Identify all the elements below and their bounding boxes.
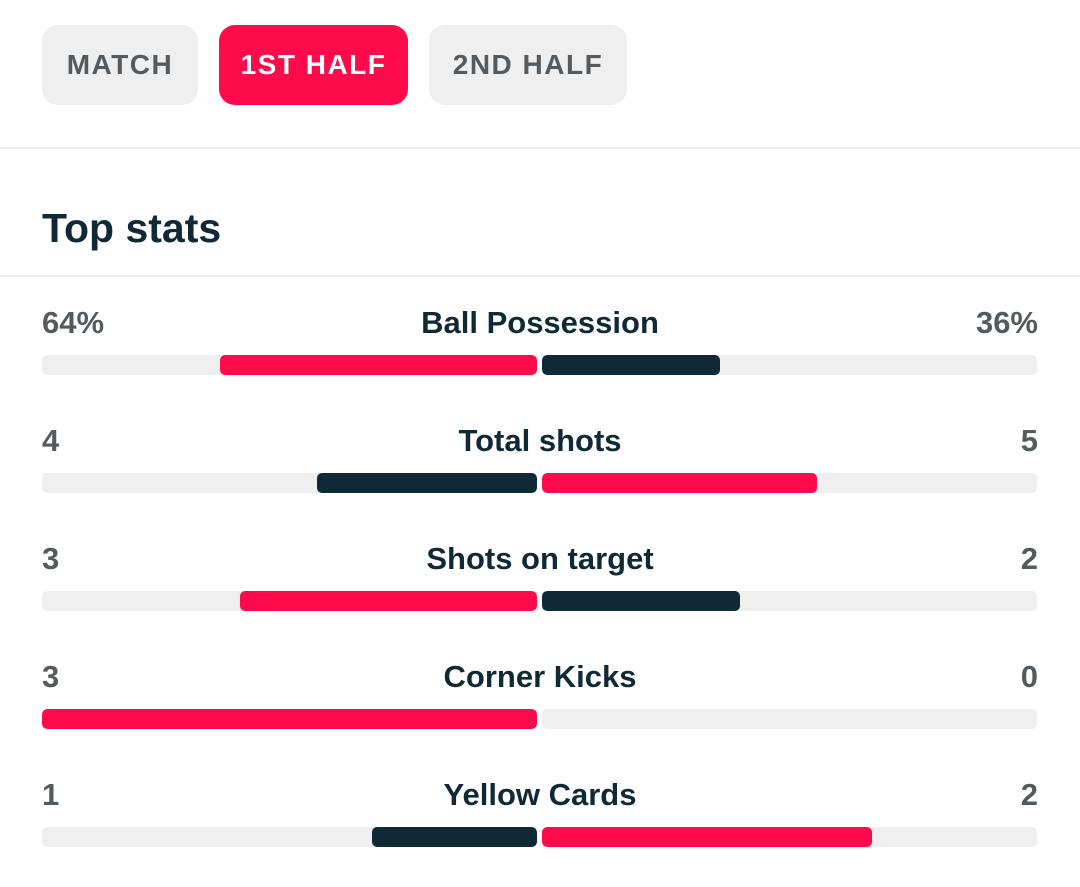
- home-bar-track: [42, 591, 537, 611]
- stat-away-value: 2: [1020, 541, 1038, 576]
- stat-away-value: 2: [1020, 777, 1038, 812]
- stat-home-value: 4: [42, 423, 60, 458]
- stat-label: Corner Kicks: [443, 659, 637, 694]
- home-bar-track: [42, 355, 537, 375]
- home-bar-fill: [372, 827, 537, 847]
- home-bar-fill: [240, 591, 537, 611]
- stat-home-value: 1: [42, 777, 60, 812]
- stat-label: Total shots: [458, 423, 622, 458]
- stat-label: Ball Possession: [421, 305, 659, 340]
- stat-away-value: 0: [1020, 659, 1038, 694]
- title-divider: [0, 275, 1080, 277]
- away-bar-track: [542, 473, 1037, 493]
- stat-home-value: 3: [42, 541, 60, 576]
- stat-row-yellow-cards: 1 Yellow Cards 2: [42, 775, 1038, 865]
- tab-2nd-half[interactable]: 2ND HALF: [429, 25, 627, 105]
- away-bar-track: [542, 709, 1037, 729]
- away-bar-fill: [542, 827, 872, 847]
- away-bar-track: [542, 827, 1037, 847]
- stat-label: Yellow Cards: [443, 777, 637, 812]
- away-bar-track: [542, 355, 1037, 375]
- away-bar-fill: [542, 473, 817, 493]
- stat-label: Shots on target: [426, 541, 654, 576]
- stat-row-shots-on-target: 3 Shots on target 2: [42, 539, 1038, 629]
- stat-home-value: 3: [42, 659, 60, 694]
- stat-away-value: 36%: [975, 305, 1038, 340]
- period-tabs: MATCH 1ST HALF 2ND HALF: [42, 25, 627, 105]
- tabs-divider: [0, 147, 1080, 149]
- home-bar-fill: [220, 355, 537, 375]
- home-bar-track: [42, 827, 537, 847]
- section-title: Top stats: [42, 205, 222, 251]
- away-bar-fill: [542, 591, 740, 611]
- away-bar-track: [542, 591, 1037, 611]
- stat-row-total-shots: 4 Total shots 5: [42, 421, 1038, 511]
- tab-1st-half[interactable]: 1ST HALF: [219, 25, 408, 105]
- stat-away-value: 5: [1020, 423, 1038, 458]
- home-bar-track: [42, 709, 537, 729]
- home-bar-fill: [317, 473, 537, 493]
- home-bar-track: [42, 473, 537, 493]
- stat-row-corner-kicks: 3 Corner Kicks 0: [42, 657, 1038, 747]
- home-bar-fill: [42, 709, 537, 729]
- stat-row-ball-possession: 64% Ball Possession 36%: [42, 303, 1038, 393]
- tab-match[interactable]: MATCH: [42, 25, 198, 105]
- away-bar-fill: [542, 355, 721, 375]
- stat-home-value: 64%: [42, 305, 105, 340]
